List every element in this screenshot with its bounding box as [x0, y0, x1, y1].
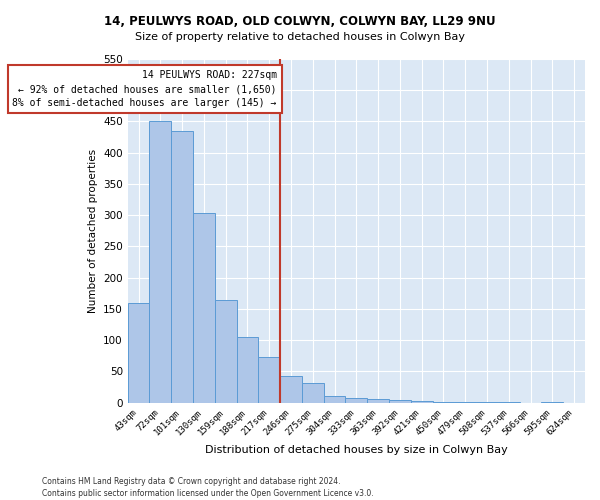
Bar — [236, 337, 259, 402]
Bar — [171, 131, 193, 402]
Bar — [259, 357, 280, 403]
Y-axis label: Number of detached properties: Number of detached properties — [88, 149, 98, 313]
Text: Size of property relative to detached houses in Colwyn Bay: Size of property relative to detached ho… — [135, 32, 465, 42]
Bar — [389, 400, 411, 402]
X-axis label: Distribution of detached houses by size in Colwyn Bay: Distribution of detached houses by size … — [205, 445, 508, 455]
Text: Contains HM Land Registry data © Crown copyright and database right 2024.
Contai: Contains HM Land Registry data © Crown c… — [42, 476, 374, 498]
Bar — [367, 399, 389, 402]
Bar — [280, 376, 302, 402]
Bar — [128, 302, 149, 402]
Bar — [149, 122, 171, 402]
Text: 14, PEULWYS ROAD, OLD COLWYN, COLWYN BAY, LL29 9NU: 14, PEULWYS ROAD, OLD COLWYN, COLWYN BAY… — [104, 15, 496, 28]
Text: 14 PEULWYS ROAD: 227sqm
← 92% of detached houses are smaller (1,650)
8% of semi-: 14 PEULWYS ROAD: 227sqm ← 92% of detache… — [13, 70, 277, 108]
Bar — [323, 396, 346, 402]
Bar — [215, 300, 236, 403]
Bar — [302, 382, 323, 402]
Bar — [193, 214, 215, 402]
Bar — [346, 398, 367, 402]
